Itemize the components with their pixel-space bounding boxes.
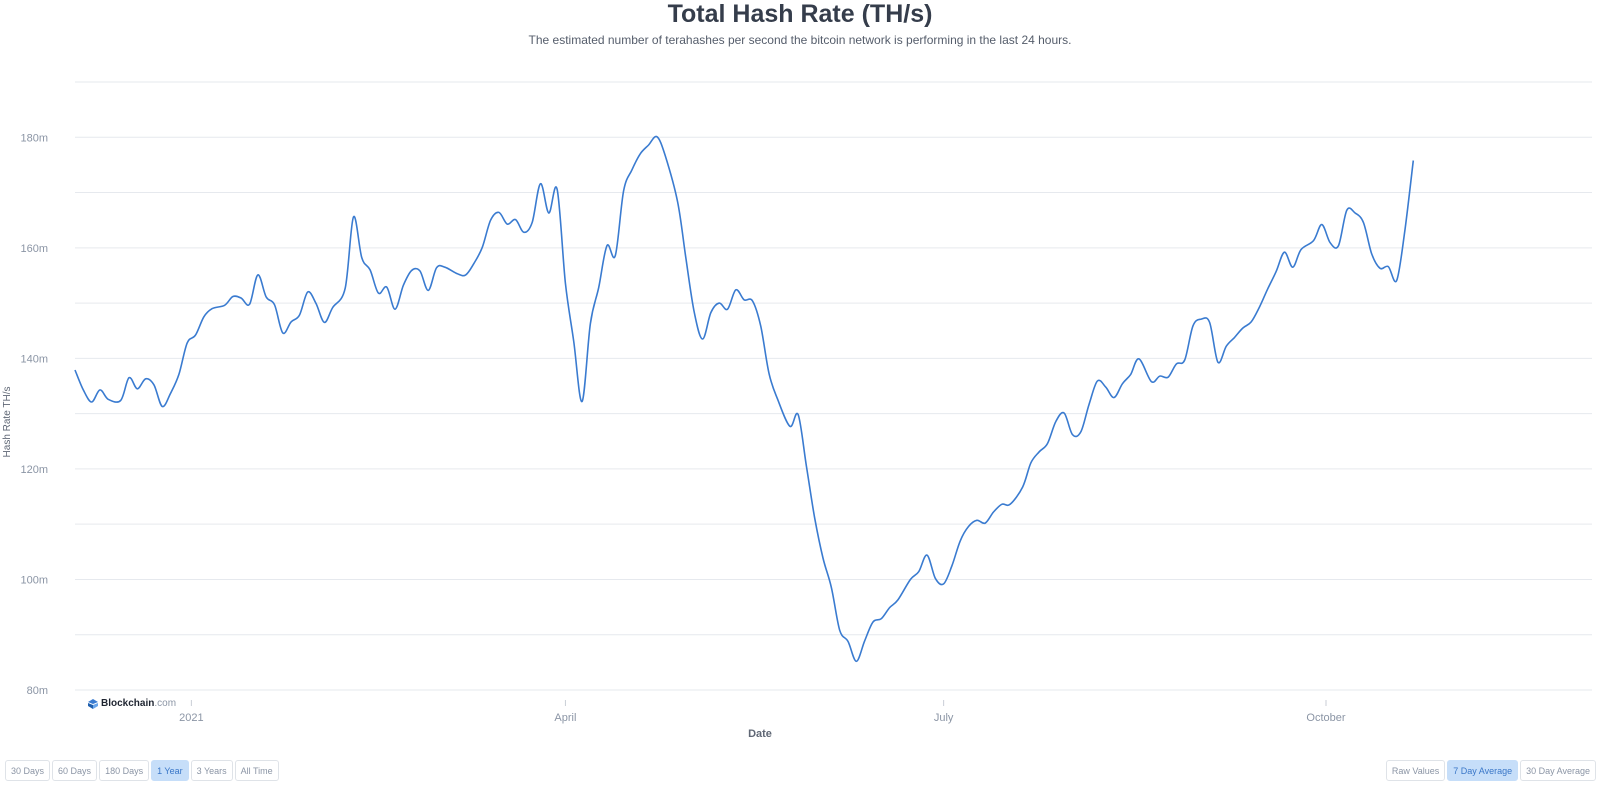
y-tick-label: 80m <box>27 685 48 697</box>
logo-text: Blockchain <box>101 698 155 709</box>
time-range-selector: 30 Days 60 Days 180 Days 1 Year 3 Years … <box>5 760 281 781</box>
range-button-60-days[interactable]: 60 Days <box>52 760 98 781</box>
y-tick-label: 140m <box>20 353 48 365</box>
range-button-1-year[interactable]: 1 Year <box>151 760 189 781</box>
chart-subtitle: The estimated number of terahashes per s… <box>528 33 1072 47</box>
range-button-180-days[interactable]: 180 Days <box>99 760 150 781</box>
x-tick-label: October <box>1306 712 1345 724</box>
y-tick-label: 100m <box>20 574 48 586</box>
chart-title: Total Hash Rate (TH/s) <box>667 0 933 28</box>
y-tick-label: 180m <box>20 132 48 144</box>
series-line-hash-rate <box>74 135 1415 663</box>
range-button-30-days[interactable]: 30 Days <box>5 760 51 781</box>
x-tick-label: April <box>554 712 576 724</box>
range-button-all-time[interactable]: All Time <box>234 760 279 781</box>
y-tick-label: 120m <box>20 464 48 476</box>
averaging-selector: Raw Values 7 Day Average 30 Day Average <box>1385 760 1598 781</box>
x-axis-title: Date <box>748 728 772 740</box>
blockchain-logo-icon <box>88 698 98 709</box>
logo-domain: .com <box>154 698 177 709</box>
blockchain-logo: Blockchain .com <box>88 698 176 709</box>
y-axis-title: Hash Rate TH/s <box>2 387 13 458</box>
x-tick-label: 2021 <box>179 712 203 724</box>
avg-button-raw-values[interactable]: Raw Values <box>1385 760 1446 781</box>
range-button-3-years[interactable]: 3 Years <box>190 760 233 781</box>
y-tick-label: 160m <box>20 243 48 255</box>
avg-button-7-day-average[interactable]: 7 Day Average <box>1447 760 1519 781</box>
avg-button-30-day-average[interactable]: 30 Day Average <box>1520 760 1596 781</box>
x-tick-label: July <box>934 712 954 724</box>
